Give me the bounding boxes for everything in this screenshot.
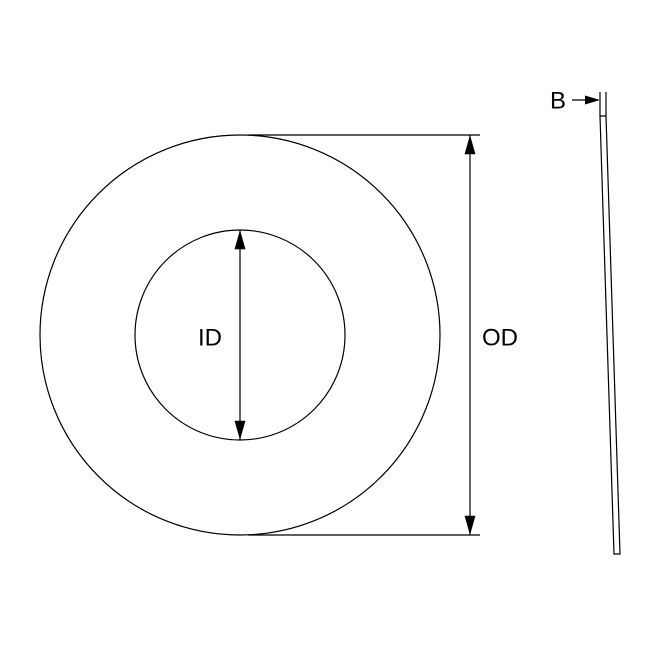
od-label: OD bbox=[482, 324, 518, 351]
id-label: ID bbox=[198, 324, 222, 351]
b-label: B bbox=[550, 87, 566, 114]
id-dimension: ID bbox=[198, 230, 245, 440]
side-view bbox=[600, 116, 620, 554]
washer-diagram: OD ID B bbox=[0, 0, 670, 670]
b-dimension: B bbox=[550, 87, 606, 116]
